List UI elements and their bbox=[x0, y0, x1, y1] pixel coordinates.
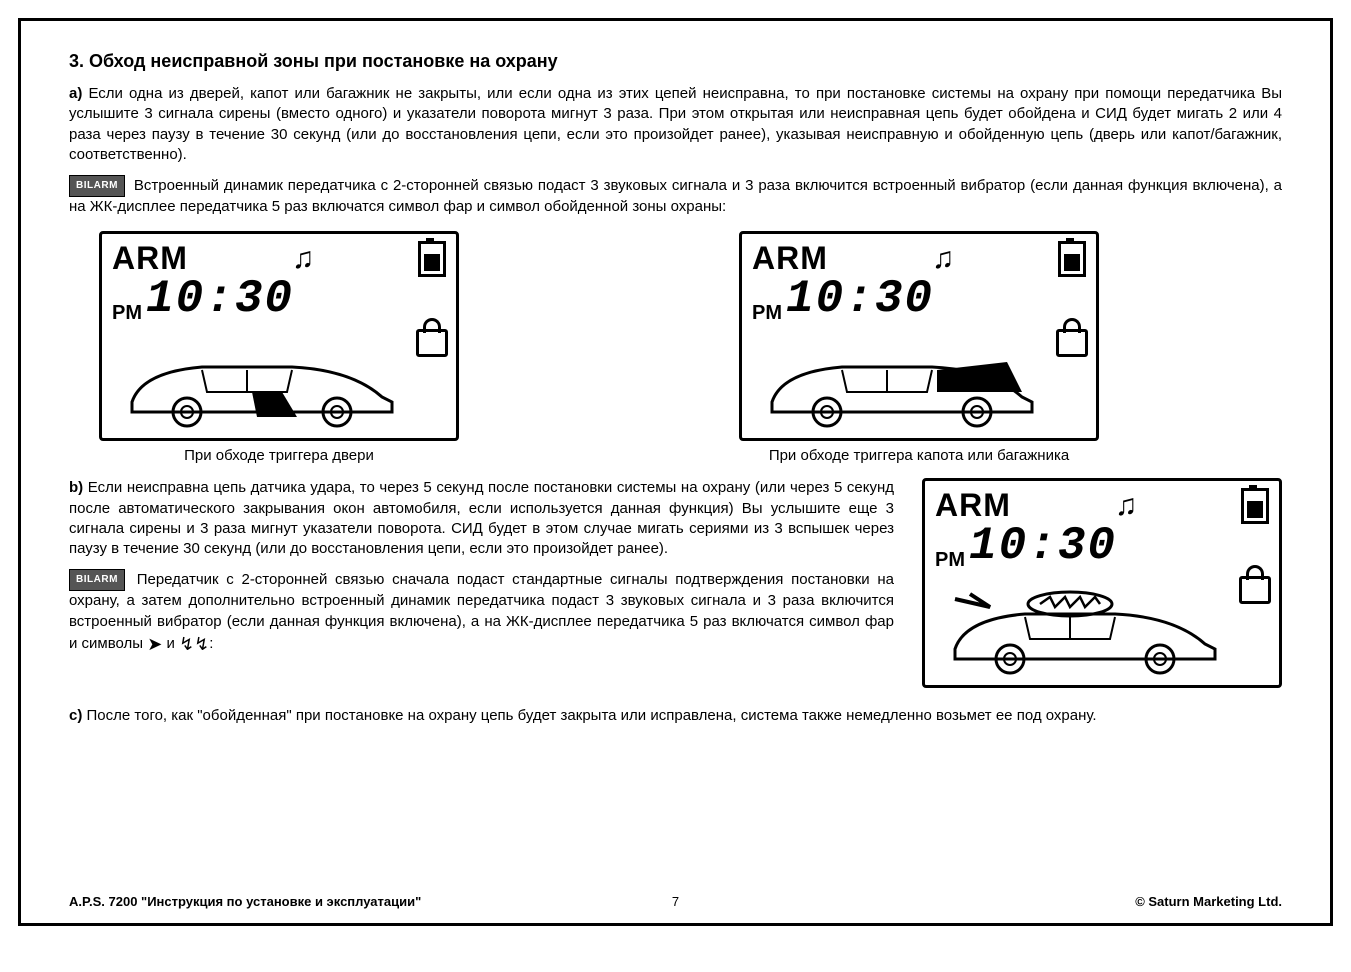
para-a2: BILARM Встроенный динамик передатчика с … bbox=[69, 175, 1282, 217]
car-shock-svg bbox=[935, 589, 1235, 679]
time-display-2: 10:30 bbox=[786, 273, 934, 325]
para-b2-post: : bbox=[209, 635, 213, 652]
note-icon-3: ♫ bbox=[1115, 489, 1138, 523]
car-door-svg bbox=[112, 342, 412, 432]
lcd-col-2: ARM ♫ PM 10:30 bbox=[739, 231, 1099, 464]
row-b: b) Если неисправна цепь датчика удара, т… bbox=[69, 478, 1282, 688]
note-icon-2: ♫ bbox=[932, 242, 955, 276]
arm-label: ARM bbox=[112, 240, 188, 277]
arm-label-3: ARM bbox=[935, 487, 1011, 524]
page-frame: 3. Обход неисправной зоны при постановке… bbox=[18, 18, 1333, 926]
para-b: b) Если неисправна цепь датчика удара, т… bbox=[69, 478, 894, 559]
lock-icon-2 bbox=[1056, 329, 1088, 357]
pm-label: PM bbox=[112, 302, 142, 325]
footer-right: © Saturn Marketing Ltd. bbox=[1135, 894, 1282, 909]
text-col-b: b) Если неисправна цепь датчика удара, т… bbox=[69, 478, 894, 666]
lcd-row-1: ARM ♫ PM 10:30 bbox=[99, 231, 1282, 464]
hammer-icon: ➤ bbox=[147, 634, 162, 654]
lcd-box-door: ARM ♫ PM 10:30 bbox=[99, 231, 459, 441]
arm-label-2: ARM bbox=[752, 240, 828, 277]
shock-icon: ↯↯ bbox=[179, 634, 209, 654]
caption-1: При обходе триггера двери bbox=[99, 447, 459, 464]
bilarm-badge-2: BILARM bbox=[69, 569, 125, 591]
caption-2: При обходе триггера капота или багажника bbox=[739, 447, 1099, 464]
section-title: 3. Обход неисправной зоны при постановке… bbox=[69, 51, 1282, 72]
note-icon: ♫ bbox=[292, 242, 315, 276]
lock-icon-3 bbox=[1239, 576, 1271, 604]
lock-icon bbox=[416, 329, 448, 357]
battery-icon bbox=[418, 241, 446, 277]
lcd-box-shock: ARM ♫ PM 10:30 bbox=[922, 478, 1282, 688]
battery-icon-3 bbox=[1241, 488, 1269, 524]
pm-label-2: PM bbox=[752, 302, 782, 325]
battery-icon-2 bbox=[1058, 241, 1086, 277]
lcd-box-hood: ARM ♫ PM 10:30 bbox=[739, 231, 1099, 441]
para-c: c) После того, как "обойденная" при пост… bbox=[69, 706, 1282, 726]
footer: A.P.S. 7200 "Инструкция по установке и э… bbox=[69, 894, 1282, 909]
bilarm-badge: BILARM bbox=[69, 175, 125, 197]
footer-page: 7 bbox=[672, 894, 679, 909]
time-display-3: 10:30 bbox=[969, 520, 1117, 572]
para-a2-text: Встроенный динамик передатчика с 2-сторо… bbox=[69, 177, 1282, 215]
time-display: 10:30 bbox=[146, 273, 294, 325]
para-b2-mid: и bbox=[162, 635, 179, 652]
para-b2: BILARM Передатчик с 2-сторонней связью с… bbox=[69, 569, 894, 656]
pm-label-3: PM bbox=[935, 549, 965, 572]
footer-left: A.P.S. 7200 "Инструкция по установке и э… bbox=[69, 894, 421, 909]
lcd-col-1: ARM ♫ PM 10:30 bbox=[99, 231, 459, 464]
para-a: a) Если одна из дверей, капот или багажн… bbox=[69, 84, 1282, 165]
car-hood-svg bbox=[752, 342, 1052, 432]
